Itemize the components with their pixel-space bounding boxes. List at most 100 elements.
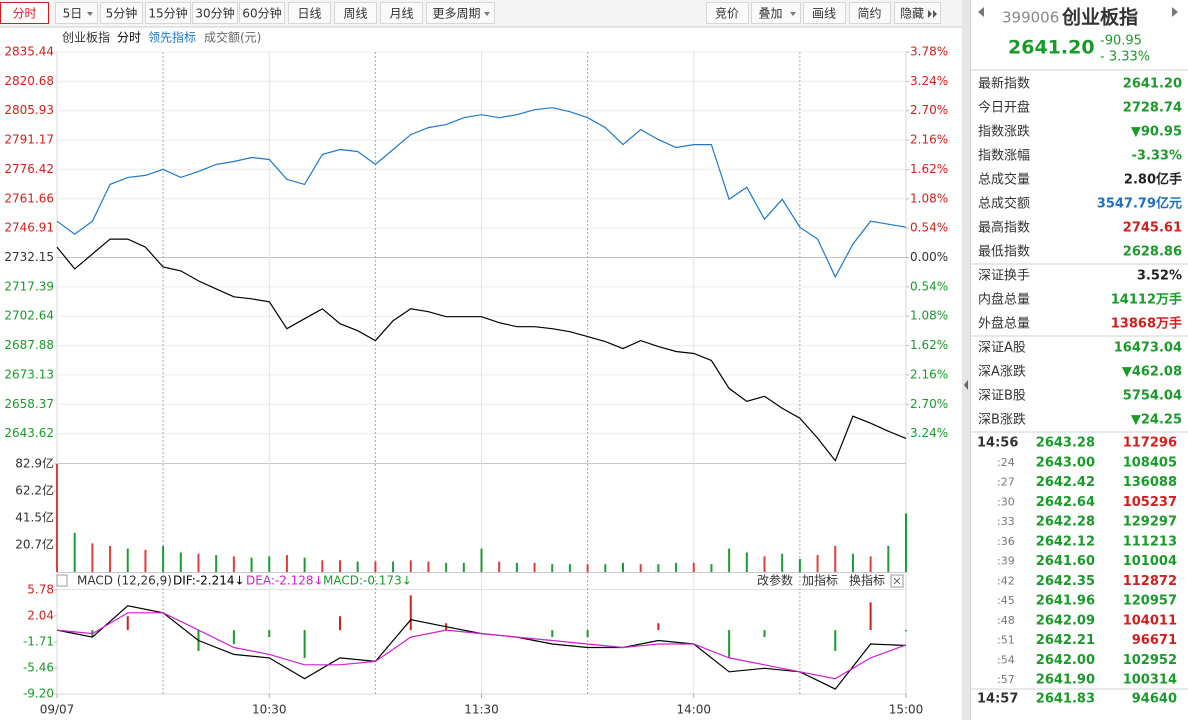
stat-value: 16473.04 <box>1114 341 1182 356</box>
volume-bar <box>745 552 748 572</box>
stat-value: 3547.79亿元 <box>1097 196 1182 212</box>
y-tick-label: 2.04 <box>27 608 54 622</box>
volume-bar <box>303 557 306 572</box>
stat-label: 总成交额 <box>978 196 1030 212</box>
trade-time: :51 <box>997 634 1015 647</box>
stat-label: 今日开盘 <box>978 100 1030 116</box>
stat-label: 最低指数 <box>978 245 1030 260</box>
trade-time: 14:56 <box>977 436 1018 451</box>
macd-tool[interactable]: 加指标 <box>802 573 838 588</box>
stat-label: 指数涨幅 <box>978 149 1030 164</box>
trade-time: :30 <box>997 495 1015 508</box>
y-tick-label: 2791.17 <box>4 133 54 147</box>
y-tick-label: 2746.91 <box>4 221 54 235</box>
volume-bar <box>374 561 377 572</box>
trade-volume: 112872 <box>1123 574 1177 589</box>
close-button[interactable] <box>890 574 904 588</box>
toolbar-button[interactable] <box>100 2 143 24</box>
trade-time: :48 <box>997 614 1015 627</box>
stat-value: 2641.20 <box>1123 77 1182 92</box>
trade-price: 2641.96 <box>1036 594 1095 609</box>
toolbar-button[interactable] <box>380 2 423 24</box>
volume-bar <box>268 556 271 572</box>
legend-entry: 创业板指 <box>62 30 110 45</box>
volume-bar <box>285 555 288 572</box>
trade-volume: 108405 <box>1123 455 1177 470</box>
legend-entry: 领先指标 <box>148 30 196 45</box>
trade-volume: 111213 <box>1123 534 1177 549</box>
toolbar-button[interactable] <box>849 2 891 24</box>
volume-bar <box>215 555 218 572</box>
macd-icon[interactable] <box>56 574 68 587</box>
trade-price: 2642.35 <box>1036 574 1095 589</box>
volume-bar <box>657 564 660 572</box>
volume-bar <box>692 562 695 572</box>
toolbar-button-label: 画线 <box>812 7 836 21</box>
y2-tick-label: 1.62% <box>910 162 948 176</box>
price-change: -90.95 <box>1100 34 1142 49</box>
stock-name: 创业板指 <box>1061 6 1138 29</box>
toolbar-button[interactable] <box>145 2 191 24</box>
trade-volume: 105237 <box>1123 495 1177 510</box>
volume-bar <box>498 561 501 572</box>
y-tick-label: 2805.93 <box>4 103 54 117</box>
trade-volume: 94640 <box>1132 692 1177 707</box>
volume-bar <box>905 513 907 572</box>
close-icon <box>893 577 901 585</box>
toolbar-button[interactable] <box>192 2 238 24</box>
x-tick-label: 09/07 <box>40 703 75 717</box>
volume-bar <box>91 543 94 572</box>
volume-bar <box>445 562 448 572</box>
toolbar-button[interactable] <box>334 2 377 24</box>
stat-value: ▼462.08 <box>1122 365 1182 380</box>
volume-bar <box>834 545 837 572</box>
y2-tick-label: 1.62% <box>910 338 948 352</box>
splitter[interactable] <box>962 0 970 720</box>
trade-price: 2642.42 <box>1036 475 1095 490</box>
y-tick-label: 2702.64 <box>4 309 54 323</box>
toolbar-button[interactable] <box>55 2 98 24</box>
stat-label: 外盘总量 <box>978 316 1030 332</box>
toolbar-button[interactable] <box>751 2 801 24</box>
toolbar-button[interactable] <box>0 2 49 24</box>
trade-time: :54 <box>997 653 1015 666</box>
toolbar-button-label: 日线 <box>297 7 321 21</box>
expand-arrows <box>928 10 937 18</box>
toolbar-button-label: 60分钟 <box>242 6 281 21</box>
toolbar-button[interactable] <box>706 2 749 24</box>
volume-bar <box>409 560 412 572</box>
volume-bar <box>427 561 430 572</box>
trade-price: 2641.83 <box>1036 692 1095 707</box>
stat-value: 2745.61 <box>1123 221 1182 236</box>
trade-time: :57 <box>997 673 1015 686</box>
toolbar-button[interactable] <box>426 2 495 24</box>
toolbar-button[interactable] <box>288 2 331 24</box>
toolbar-button-label: 简约 <box>857 6 881 21</box>
macd-tool[interactable]: 换指标 <box>849 573 885 588</box>
stat-value: 13868万手 <box>1111 316 1182 332</box>
macd-tool[interactable]: 改参数 <box>757 573 793 588</box>
volume-bar <box>73 532 76 572</box>
stat-label: 深A涨跌 <box>978 364 1026 380</box>
y-tick-label: -5.46 <box>23 661 54 675</box>
volume-bar <box>533 562 536 572</box>
stat-label: 总成交量 <box>978 172 1030 188</box>
y-tick-label: 2658.37 <box>4 397 54 411</box>
volume-bar <box>339 560 341 572</box>
toolbar-button[interactable] <box>894 2 941 24</box>
trade-volume: 100314 <box>1123 673 1177 688</box>
splitter-arrow <box>964 380 968 390</box>
toolbar-button[interactable] <box>239 2 285 24</box>
trade-time: :45 <box>997 594 1015 607</box>
toolbar-button-label: 5日 <box>63 7 83 21</box>
volume-title: 成交额(元) <box>204 30 261 45</box>
trade-price: 2642.00 <box>1036 653 1095 668</box>
toolbar-button-label: 15分钟 <box>148 6 187 21</box>
toolbar-button[interactable] <box>803 2 846 24</box>
volume-bar <box>604 564 607 572</box>
volume-bar <box>232 556 235 572</box>
volume-bar <box>639 564 642 572</box>
stat-value: ▼90.95 <box>1131 125 1182 140</box>
trade-time: :39 <box>997 555 1015 568</box>
